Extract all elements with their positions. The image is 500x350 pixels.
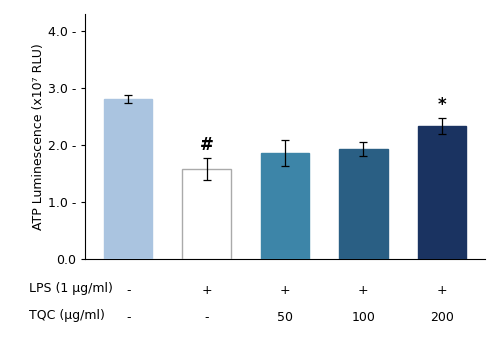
Text: -: - [126, 284, 130, 298]
Text: -: - [204, 311, 209, 324]
Bar [182, 169, 231, 259]
Bar [260, 153, 310, 259]
Text: +: + [202, 284, 212, 298]
Bar [418, 126, 466, 259]
Text: 200: 200 [430, 311, 454, 324]
Y-axis label: ATP Luminescence (x10⁷ RLU): ATP Luminescence (x10⁷ RLU) [32, 43, 45, 230]
Text: +: + [280, 284, 290, 298]
Text: TQC (μg/ml): TQC (μg/ml) [29, 309, 105, 322]
Text: +: + [358, 284, 368, 298]
Text: 100: 100 [352, 311, 376, 324]
Bar [339, 149, 388, 259]
Text: 50: 50 [277, 311, 293, 324]
Text: #: # [200, 135, 213, 154]
Text: +: + [436, 284, 447, 298]
Text: LPS (1 μg/ml): LPS (1 μg/ml) [29, 282, 113, 295]
Text: *: * [438, 96, 446, 114]
Text: -: - [126, 311, 130, 324]
Bar [104, 99, 152, 259]
